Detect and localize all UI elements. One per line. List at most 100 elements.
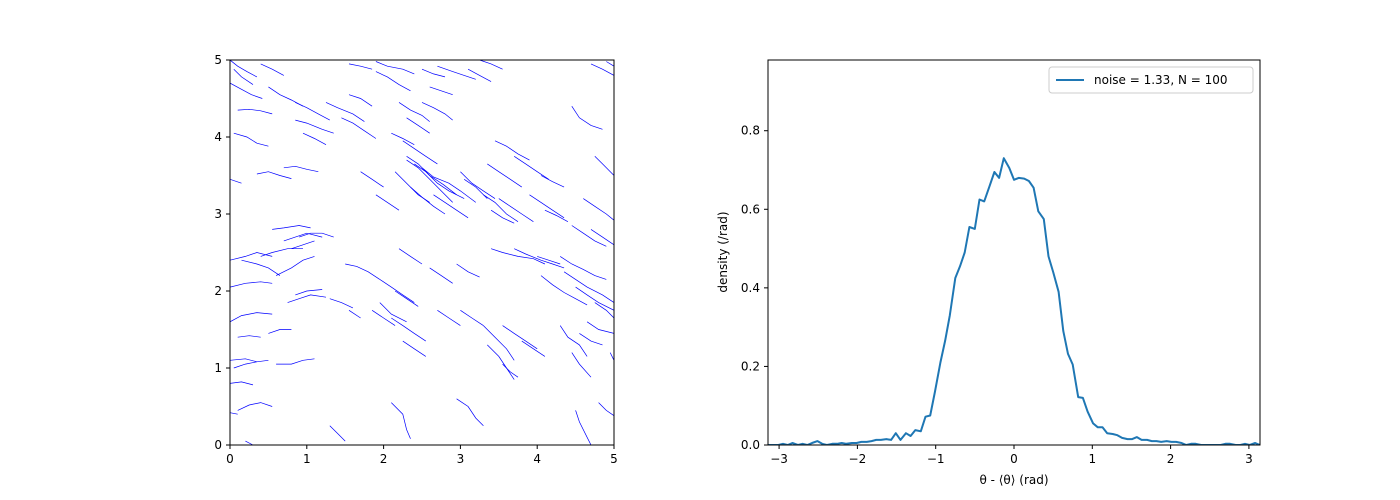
trajectory-line	[414, 163, 465, 199]
trajectory-line	[460, 310, 484, 326]
trajectory-line	[494, 140, 530, 161]
trajectory-line	[540, 275, 588, 306]
trajectory-line	[237, 402, 273, 411]
density-series-line	[768, 157, 1260, 445]
trajectory-line	[233, 68, 254, 85]
trajectory-line	[571, 225, 607, 247]
x-tick-label: 1	[1088, 452, 1096, 466]
trajectory-line	[329, 298, 354, 309]
trajectory-line	[283, 165, 319, 173]
trajectory-line	[371, 310, 396, 326]
x-tick-label: 3	[1245, 452, 1253, 466]
trajectory-line	[260, 248, 303, 257]
trajectory-line	[467, 68, 492, 82]
trajectory-line	[590, 229, 614, 246]
trajectory-line	[348, 94, 373, 107]
trajectory-line	[230, 412, 238, 415]
trajectory-line	[341, 117, 377, 139]
trajectory-line	[345, 263, 380, 280]
trajectory-line	[230, 178, 242, 184]
trajectory-line	[394, 290, 419, 307]
trajectory-line	[391, 402, 411, 439]
trajectory-line	[230, 281, 273, 288]
trajectory-line	[325, 102, 365, 122]
y-tick-label: 0.6	[741, 202, 760, 216]
legend: noise = 1.33, N = 100	[1048, 66, 1254, 94]
y-tick-label: 2	[214, 284, 222, 298]
trajectory-line	[487, 344, 515, 380]
trajectory-line	[230, 252, 273, 261]
trajectory-line	[563, 271, 614, 303]
x-tick-label: 4	[533, 452, 541, 466]
trajectory-line	[287, 294, 327, 303]
trajectory-line	[575, 410, 592, 445]
trajectory-line	[579, 333, 603, 346]
x-tick-label: 5	[610, 452, 618, 466]
trajectory-line	[502, 325, 538, 350]
y-tick-label: 0.2	[741, 359, 760, 373]
trajectory-line	[429, 86, 453, 96]
trajectory-line	[348, 63, 373, 70]
trajectory-line	[302, 132, 327, 146]
trajectory-line	[433, 194, 469, 219]
trajectory-line	[571, 352, 592, 378]
trajectory-plot-frame	[229, 59, 615, 446]
trajectory-line	[379, 279, 415, 303]
trajectory-line	[241, 259, 281, 276]
y-tick-label: 0.8	[741, 124, 760, 138]
y-tick-label: 1	[214, 361, 222, 375]
trajectory-line	[233, 361, 257, 369]
y-tick-label: 3	[214, 207, 222, 221]
y-tick-label: 0	[214, 438, 222, 452]
trajectory-line	[483, 325, 515, 361]
x-tick-label: 1	[303, 452, 311, 466]
trajectory-line	[456, 263, 480, 278]
trajectory-line	[586, 321, 614, 334]
trajectory-line	[483, 194, 519, 222]
trajectory-line	[276, 358, 315, 365]
density-y-axis: 0.0 0.2 0.4 0.6 0.8	[741, 124, 768, 452]
trajectory-line	[583, 198, 614, 221]
density-x-axis-label: θ - ⟨θ⟩ (rad)	[979, 473, 1048, 487]
trajectory-line	[544, 209, 569, 223]
density-lines	[768, 157, 1260, 445]
trajectory-line	[421, 68, 446, 78]
trajectory-line	[514, 156, 549, 180]
density-x-axis: −3 −2 −1 0 1 2 3	[770, 445, 1253, 466]
trajectory-line	[398, 102, 430, 122]
trajectory-line	[406, 159, 453, 203]
trajectory-line	[594, 156, 614, 176]
legend-label: noise = 1.33, N = 100	[1094, 73, 1228, 87]
y-tick-label: 4	[214, 130, 222, 144]
trajectory-line	[406, 117, 430, 134]
x-tick-label: −2	[849, 452, 867, 466]
trajectory-line	[379, 302, 407, 323]
trajectory-line	[598, 402, 614, 416]
trajectory-line	[590, 63, 614, 76]
trajectory-line	[295, 119, 334, 134]
y-tick-label: 0.4	[741, 281, 760, 295]
trajectory-lines	[230, 60, 614, 445]
trajectory-line	[529, 194, 565, 219]
trajectory-line	[479, 60, 503, 70]
trajectory-line	[560, 256, 607, 280]
trajectory-line	[329, 425, 346, 442]
trajectory-line	[237, 335, 261, 338]
trajectory-line	[514, 248, 565, 269]
trajectory-line	[521, 340, 546, 357]
trajectory-line	[559, 325, 588, 357]
trajectory-line	[421, 102, 453, 121]
trajectory-line	[490, 209, 515, 224]
trajectory-line	[487, 163, 522, 188]
trajectory-line	[375, 61, 415, 75]
y-tick-label: 5	[214, 53, 222, 67]
trajectory-line	[540, 175, 565, 188]
trajectory-line	[606, 61, 614, 67]
trajectory-line	[268, 329, 292, 334]
trajectory-line	[272, 225, 311, 230]
trajectory-line	[275, 256, 315, 276]
trajectory-line	[348, 310, 361, 319]
trajectory-line	[460, 171, 496, 199]
trajectory-line	[402, 140, 438, 165]
